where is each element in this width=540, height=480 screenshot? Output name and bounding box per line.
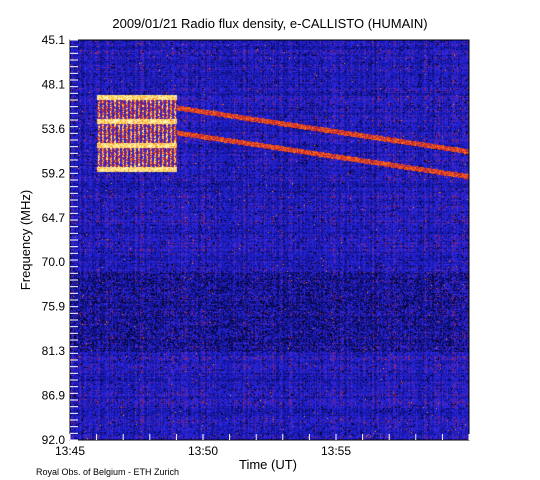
- x-tick-label: 13:50: [188, 444, 218, 458]
- x-axis-label: Time (UT): [239, 457, 297, 472]
- y-tick-label: 92.0: [42, 433, 66, 447]
- x-tick-labels: 13:45 13:50 13:55: [55, 444, 351, 458]
- credit-text: Royal Obs. of Belgium - ETH Zurich: [36, 467, 179, 477]
- plot-area: [69, 39, 470, 441]
- y-tick-label: 45.1: [42, 33, 66, 47]
- x-tick-label: 13:45: [55, 444, 85, 458]
- y-tick-label: 64.7: [42, 211, 66, 225]
- spectrogram-image: [70, 40, 469, 440]
- y-axis-label: Frequency (MHz): [18, 190, 33, 290]
- y-tick-label: 59.2: [42, 166, 66, 180]
- y-tick-labels: 45.1 48.1 53.6 59.2 64.7 70.0 75.9 81.3 86.9 92.0: [42, 33, 66, 447]
- y-tick-label: 70.0: [42, 255, 66, 269]
- y-tick-label: 86.9: [42, 389, 66, 403]
- chart-title: 2009/01/21 Radio flux density, e-CALLIST…: [112, 16, 427, 31]
- y-tick-label: 81.3: [42, 344, 66, 358]
- axis-ticks: [69, 39, 470, 441]
- x-tick-label: 13:55: [321, 444, 351, 458]
- y-tick-label: 75.9: [42, 300, 66, 314]
- y-tick-label: 53.6: [42, 122, 66, 136]
- y-tick-label: 48.1: [42, 77, 66, 91]
